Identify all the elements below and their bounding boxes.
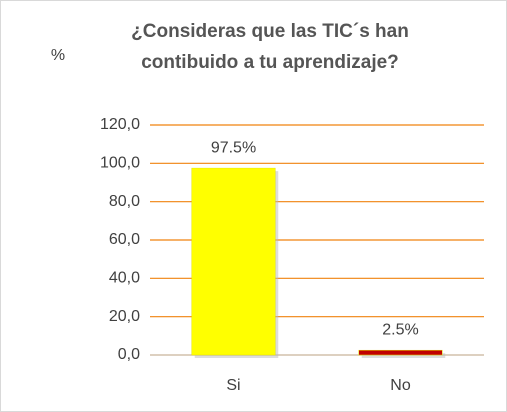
y-tick-label: 40,0 xyxy=(109,270,140,287)
data-label: 2.5% xyxy=(382,321,418,338)
y-tick-label: 60,0 xyxy=(109,231,140,248)
chart-title: ¿Consideras que las TIC´s han xyxy=(131,21,409,42)
y-tick-label: 100,0 xyxy=(100,155,140,172)
y-tick-label: 120,0 xyxy=(100,116,140,133)
bar xyxy=(191,167,276,356)
bar xyxy=(358,349,443,356)
y-tick-label: 20,0 xyxy=(109,308,140,325)
x-tick-label: Si xyxy=(226,377,240,394)
y-axis-label: % xyxy=(51,47,65,64)
bar-shadow xyxy=(361,353,446,358)
y-tick-label: 80,0 xyxy=(109,193,140,210)
y-tick-label: 0,0 xyxy=(118,346,140,363)
data-label: 97.5% xyxy=(211,139,256,156)
x-tick-label: No xyxy=(390,377,411,394)
chart-title: contibuido a tu aprendizaje? xyxy=(141,52,399,73)
